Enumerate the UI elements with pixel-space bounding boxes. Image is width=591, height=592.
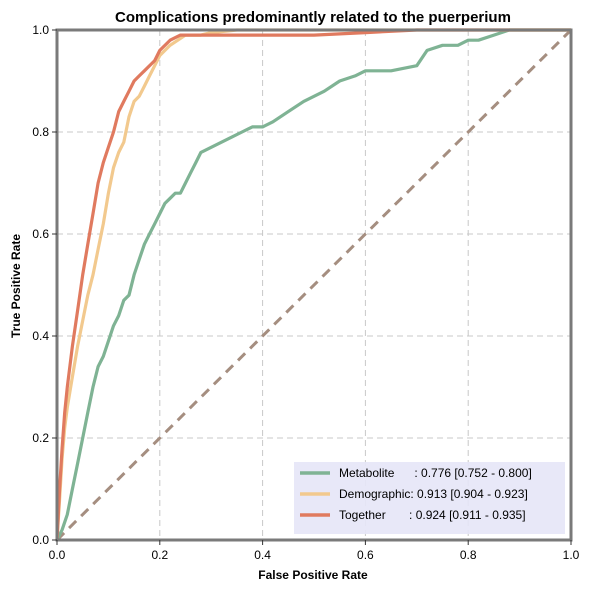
legend-label-metabolite: Metabolite : 0.776 [0.752 - 0.800] (339, 466, 532, 480)
x-axis-ticks: 0.0 0.2 0.4 0.6 0.8 1.0 (49, 540, 580, 562)
y-axis-label: True Positive Rate (9, 234, 23, 338)
x-tick-label-1: 0.2 (151, 548, 168, 562)
x-tick-label-4: 0.8 (460, 548, 477, 562)
series-line-together (55, 28, 571, 541)
y-axis-ticks: 0.0 0.2 0.4 0.6 0.8 1.0 (32, 23, 57, 547)
legend-box (294, 462, 565, 534)
diagonal-line (55, 28, 573, 542)
y-tick-label-2: 0.4 (32, 329, 49, 343)
y-tick-label-3: 0.6 (32, 227, 49, 241)
y-tick-label-0: 0.0 (32, 533, 49, 547)
x-tick-label-5: 1.0 (563, 548, 580, 562)
legend-label-together: Together : 0.924 [0.911 - 0.935] (339, 508, 526, 522)
plot-frame (55, 28, 573, 542)
x-tick-label-3: 0.6 (357, 548, 374, 562)
x-tick-label-0: 0.0 (49, 548, 66, 562)
x-tick-label-2: 0.4 (254, 548, 271, 562)
x-axis-label: False Positive Rate (258, 568, 368, 582)
series-line-metabolite (55, 28, 571, 541)
chance-diagonal (55, 28, 573, 542)
y-tick-label-4: 0.8 (32, 125, 49, 139)
legend-label-demographic: Demographic: 0.913 [0.904 - 0.923] (339, 487, 528, 501)
legend: Metabolite : 0.776 [0.752 - 0.800] Demogr… (294, 462, 565, 534)
y-tick-label-5: 1.0 (32, 23, 49, 37)
chart-title: Complications predominantly related to t… (115, 9, 511, 26)
y-tick-label-1: 0.2 (32, 431, 49, 445)
